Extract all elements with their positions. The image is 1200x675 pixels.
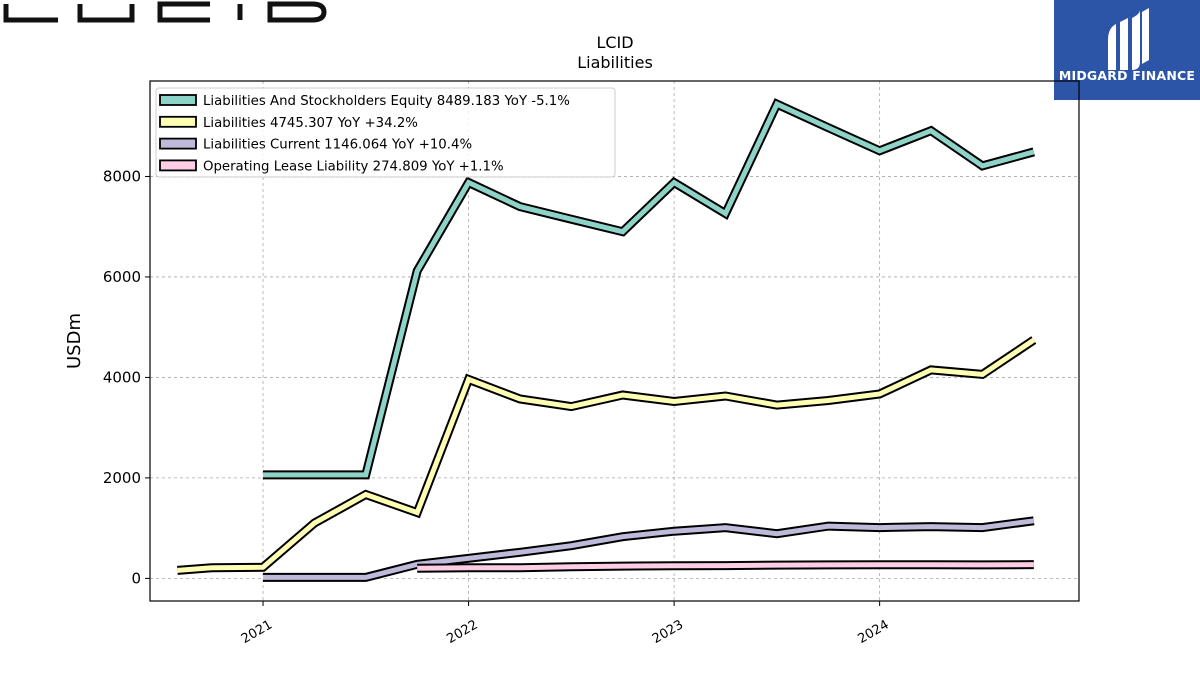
chart-subtitle: Liabilities: [577, 53, 653, 72]
x-tick-label: 2022: [444, 617, 480, 647]
y-tick-label: 2000: [103, 469, 141, 487]
y-tick-label: 4000: [103, 368, 141, 386]
legend: Liabilities And Stockholders Equity 8489…: [155, 87, 616, 178]
chart-title: LCID: [596, 33, 633, 52]
series-line: [177, 337, 1036, 573]
y-axis-label: USDm: [64, 313, 85, 369]
series-2: [263, 516, 1035, 582]
legend-entry: Operating Lease Liability 274.809 YoY +1…: [203, 159, 504, 174]
series-line: [263, 100, 1035, 478]
x-tick-label: 2021: [239, 617, 275, 647]
legend-swatch: [159, 137, 197, 150]
legend-entry: Liabilities 4745.307 YoY +34.2%: [203, 116, 418, 131]
series-0: [263, 98, 1035, 480]
midgard-brand-text: MIDGARD FINANCE: [1058, 68, 1196, 83]
y-axis-ticks: 0 2000 4000 6000 8000: [103, 167, 150, 587]
legend-swatch: [159, 159, 197, 172]
legend-box: [155, 87, 616, 178]
midgard-emblem-icon: [1108, 8, 1149, 70]
y-tick-label: 8000: [103, 167, 141, 185]
plot-frame: [149, 80, 1080, 602]
legend-entry: Liabilities Current 1146.064 YoY +10.4%: [203, 138, 472, 153]
legend-swatch: [159, 115, 197, 128]
x-tick-label: 2023: [650, 617, 686, 647]
y-tick-label: 0: [131, 569, 141, 587]
series-line: [263, 518, 1035, 580]
series-1: [177, 336, 1037, 575]
x-axis-ticks: 2021 2022 2023 2024: [239, 601, 892, 647]
series-3: [417, 560, 1034, 573]
series-layer: [177, 98, 1037, 582]
legend-entry: Liabilities And Stockholders Equity 8489…: [203, 94, 570, 109]
legend-swatch: [159, 94, 197, 106]
lucid-logo: [3, 1, 327, 23]
y-tick-label: 6000: [103, 268, 141, 286]
midgard-finance-logo: MIDGARD FINANCE: [1054, 0, 1200, 100]
x-tick-label: 2024: [855, 617, 891, 647]
series-line: [417, 562, 1034, 571]
